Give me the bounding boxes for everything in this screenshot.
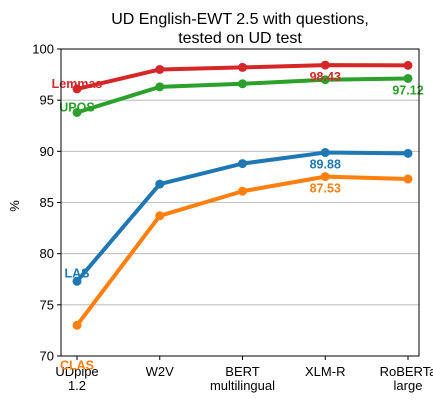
x-tick-label: XLM-R [305, 364, 345, 379]
y-tick-label: 95 [40, 93, 54, 108]
data-point-las [404, 149, 413, 158]
data-point-lemmas [404, 61, 413, 70]
value-label-clas: 87.53 [310, 182, 341, 196]
series-group [73, 61, 413, 330]
y-tick-label: 75 [40, 297, 54, 312]
y-axis-label: % [7, 200, 22, 212]
data-point-las [155, 180, 164, 189]
data-point-las [321, 148, 330, 157]
x-tick-label: W2V [146, 364, 175, 379]
data-point-las [238, 159, 247, 168]
data-point-clas [155, 211, 164, 220]
data-point-lemmas [321, 61, 330, 70]
y-tick-label: 90 [40, 144, 54, 159]
x-tick-label: RoBERTa large [380, 364, 433, 393]
data-point-upos [404, 74, 413, 83]
chart-title-line-1: UD English-EWT 2.5 with questions, [111, 11, 369, 28]
series-name-lemmas: Lemmas [52, 77, 103, 91]
chart-title-line-2: tested on UD test [178, 30, 302, 47]
data-point-lemmas [238, 63, 247, 72]
y-tick-label: 85 [40, 195, 54, 210]
series-name-upos: UPOS [59, 100, 94, 114]
series-line-clas [77, 177, 408, 326]
data-point-clas [321, 172, 330, 181]
series-name-las: LAS [65, 266, 90, 280]
series-name-clas: CLAS [60, 358, 94, 372]
y-tick-label: 70 [40, 349, 54, 364]
x-tick-label: BERT multilingual [210, 364, 275, 393]
data-point-clas [404, 174, 413, 183]
y-tick-label: 100 [32, 42, 54, 57]
value-label-las: 89.88 [310, 158, 341, 172]
data-point-upos [238, 79, 247, 88]
data-point-upos [155, 82, 164, 91]
data-point-clas [238, 187, 247, 196]
y-tick-label: 80 [40, 246, 54, 261]
data-point-lemmas [155, 65, 164, 74]
data-point-clas [73, 321, 82, 330]
value-label-lemmas: 98.43 [310, 70, 341, 84]
